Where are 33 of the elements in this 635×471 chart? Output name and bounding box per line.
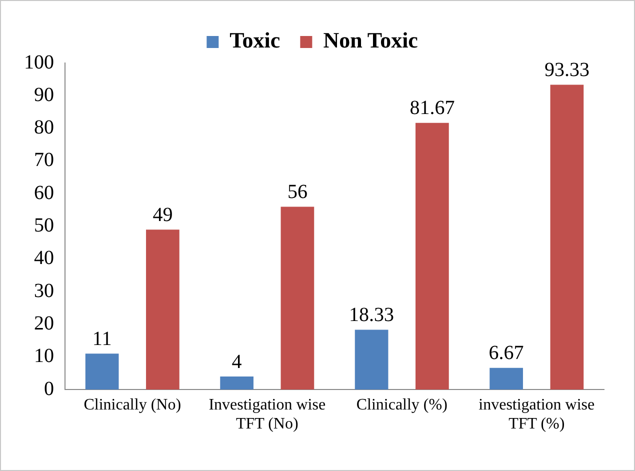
bar <box>550 84 584 390</box>
data-label: 81.67 <box>410 97 455 120</box>
x-tick-label: Investigation wise TFT (No) <box>208 396 326 433</box>
bar <box>146 230 180 390</box>
y-tick-label: 50 <box>34 214 54 237</box>
x-tick-label: Clinically (%) <box>356 396 448 414</box>
data-label: 93.33 <box>544 59 590 82</box>
bar <box>416 122 449 390</box>
x-tick-label: investigation wise TFT (%) <box>478 396 595 433</box>
bar <box>220 376 254 390</box>
y-tick-label: 60 <box>34 182 54 204</box>
y-tick-label: 10 <box>34 345 54 368</box>
data-label: 4 <box>232 350 242 373</box>
bar <box>280 206 314 390</box>
data-label: 18.33 <box>349 304 394 326</box>
legend-label: Toxic <box>230 28 280 53</box>
bar <box>354 330 388 390</box>
bar <box>490 368 523 390</box>
y-tick-label: 80 <box>34 116 54 139</box>
bar <box>85 354 119 390</box>
data-label: 6.67 <box>488 342 524 364</box>
y-tick-label: 70 <box>34 149 54 172</box>
x-tick-label: Clinically (No) <box>84 396 182 414</box>
data-label: 56 <box>287 180 308 203</box>
y-tick-label: 30 <box>34 280 54 302</box>
data-label: 49 <box>152 204 173 226</box>
data-label: 11 <box>92 328 112 350</box>
legend-label: Non Toxic <box>323 28 418 53</box>
y-tick-label: 100 <box>24 51 54 74</box>
y-tick-label: 90 <box>34 84 54 106</box>
y-tick-label: 40 <box>34 247 54 270</box>
y-tick-label: 20 <box>34 312 54 335</box>
y-tick-label: 0 <box>44 378 54 400</box>
